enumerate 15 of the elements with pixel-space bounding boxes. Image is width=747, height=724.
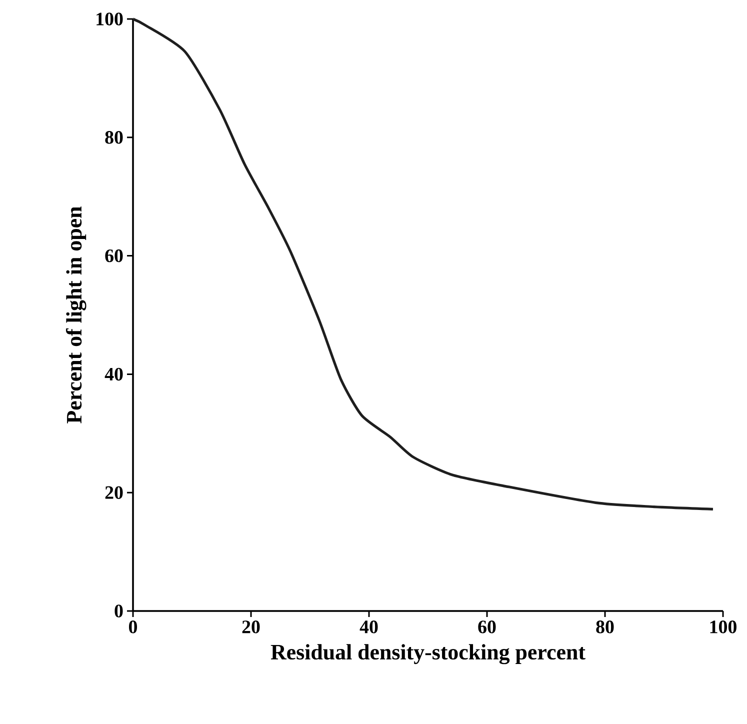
- x-tick-label: 80: [596, 620, 614, 634]
- y-axis-title: Percent of light in open: [66, 206, 86, 424]
- y-tick-label: 60: [105, 249, 123, 262]
- y-tick-label: 100: [96, 12, 123, 26]
- x-tick-label: 100: [710, 620, 736, 634]
- y-tick-label: 40: [104, 368, 123, 381]
- y-tick-label: 0: [114, 604, 123, 618]
- x-tick-label: 0: [128, 620, 138, 634]
- x-tick-label: 20: [242, 620, 260, 634]
- y-tick-label: 20: [105, 486, 123, 499]
- x-tick-label: 40: [360, 620, 378, 634]
- x-tick-label: 60: [478, 620, 496, 634]
- x-axis-title: Residual density-stocking percent: [270, 644, 586, 664]
- y-tick-label: 80: [105, 131, 123, 144]
- line-series: [132, 18, 714, 510]
